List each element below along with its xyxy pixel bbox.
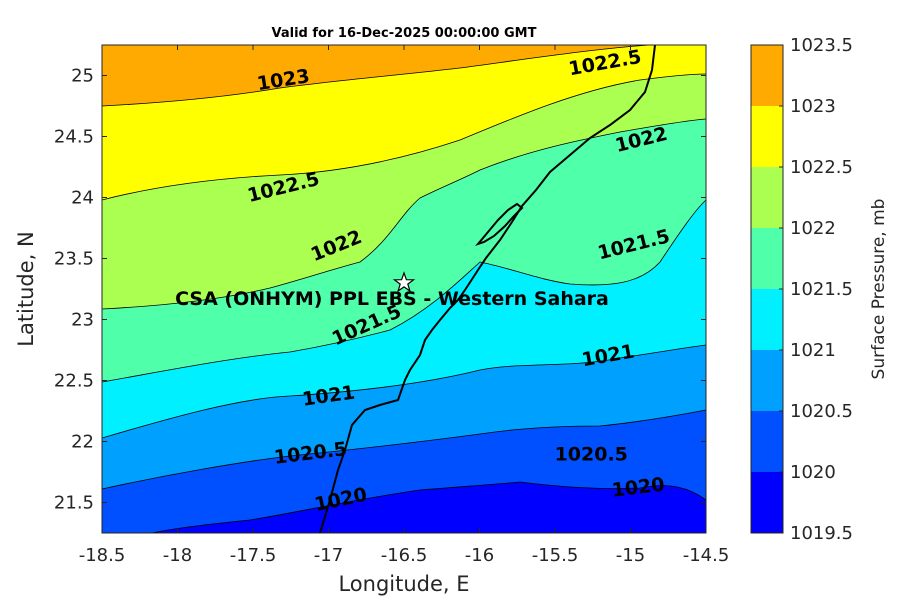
y-tick-label: 22.5	[54, 371, 94, 392]
x-tick-label: -15.5	[532, 545, 579, 566]
y-tick-label: 24	[71, 188, 94, 209]
colorbar: 1019.5 1020 1020.5 1021 1021.5 1022 1022.5 1023…	[751, 35, 853, 544]
colorbar-segment	[751, 45, 783, 106]
colorbar-segment	[751, 411, 783, 472]
colorbar-label: Surface Pressure, mb	[869, 199, 889, 380]
y-tick-label: 21.5	[54, 493, 94, 514]
colorbar-tick-label: 1022	[790, 218, 836, 239]
colorbar-segment	[751, 106, 783, 167]
colorbar-tick-label: 1022.5	[790, 157, 853, 178]
y-tick-label: 22	[71, 432, 94, 453]
colorbar-tick-label: 1020	[790, 462, 836, 483]
colorbar-segment	[751, 228, 783, 289]
x-axis-label: Longitude, E	[338, 572, 469, 596]
x-tick-label: -14.5	[683, 545, 730, 566]
colorbar-tick-label: 1023.5	[790, 35, 853, 56]
x-tick-label: -18	[163, 545, 192, 566]
colorbar-tick-label: 1023	[790, 96, 836, 117]
station-label: CSA (ONHYM) PPL EBS - Western Sahara	[175, 288, 609, 310]
colorbar-segment	[751, 289, 783, 350]
colorbar-segment	[751, 472, 783, 533]
x-tick-label: -16	[465, 545, 494, 566]
y-tick-label: 25	[71, 66, 94, 87]
contour-label: 1020.5	[555, 444, 628, 466]
contour-chart: Valid for 16-Dec-2025 00:00:00 GMT 1023 1…	[0, 0, 900, 600]
x-tick-label: -18.5	[79, 545, 126, 566]
colorbar-tick-label: 1020.5	[790, 401, 853, 422]
colorbar-tick-label: 1021	[790, 340, 836, 361]
chart-title: Valid for 16-Dec-2025 00:00:00 GMT	[272, 26, 537, 41]
y-tick-label: 23	[71, 310, 94, 331]
x-tick-label: -16.5	[381, 545, 428, 566]
x-tick-label: -17.5	[230, 545, 277, 566]
x-tick-label: -15	[616, 545, 645, 566]
colorbar-tick-label: 1019.5	[790, 523, 853, 544]
y-axis-label: Latitude, N	[14, 231, 38, 347]
colorbar-segment	[751, 167, 783, 228]
y-tick-label: 23.5	[54, 249, 94, 270]
y-tick-label: 24.5	[54, 127, 94, 148]
x-tick-label: -17	[314, 545, 343, 566]
colorbar-segment	[751, 350, 783, 411]
colorbar-tick-label: 1021.5	[790, 279, 853, 300]
